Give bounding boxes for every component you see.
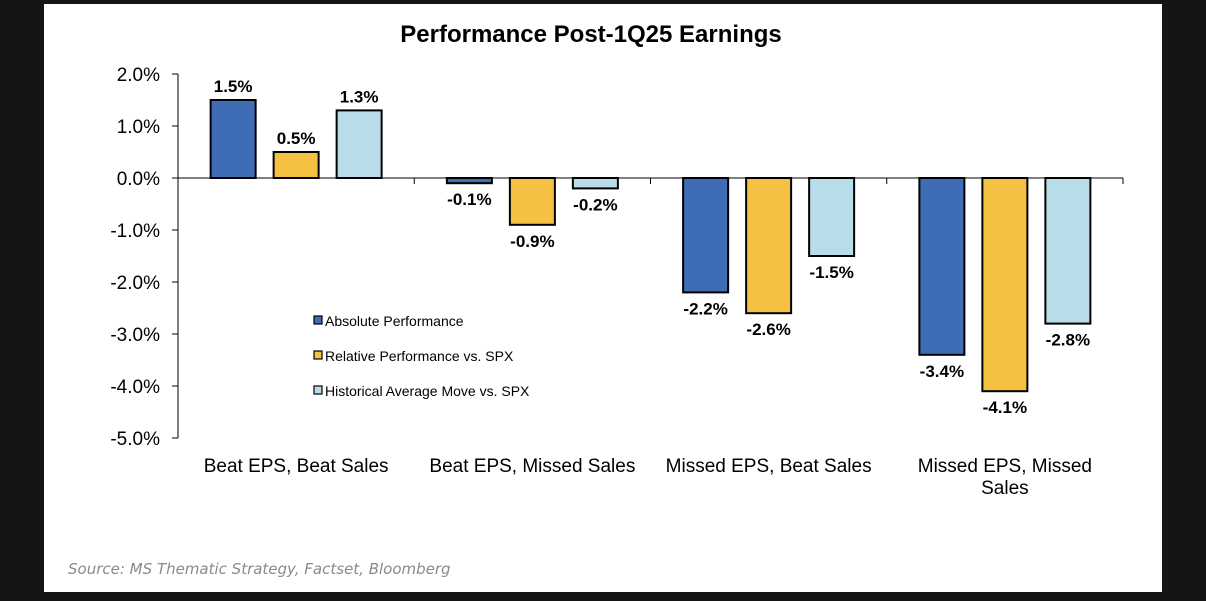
legend-swatch bbox=[313, 350, 323, 360]
x-category-line: Beat EPS, Beat Sales bbox=[204, 456, 389, 477]
bar bbox=[571, 177, 619, 190]
data-label: -3.4% bbox=[920, 362, 964, 381]
data-label: -2.6% bbox=[746, 320, 790, 339]
bar-chart: Performance Post-1Q25 Earnings 2.0% 1.0% 0… bbox=[110, 21, 1124, 499]
bar bbox=[508, 177, 556, 226]
data-label: 1.3% bbox=[340, 87, 379, 106]
legend-swatch bbox=[313, 315, 323, 325]
data-label: 0.5% bbox=[277, 129, 316, 148]
y-tick-label: -3.0% bbox=[110, 325, 160, 346]
legend-label: Historical Average Move vs. SPX bbox=[325, 383, 530, 399]
legend-label: Absolute Performance bbox=[325, 313, 464, 329]
legend-swatch bbox=[313, 385, 323, 395]
x-category-label: Beat EPS, Missed Sales bbox=[429, 456, 635, 477]
chart-title: Performance Post-1Q25 Earnings bbox=[400, 21, 781, 48]
bar bbox=[209, 99, 257, 179]
bar bbox=[808, 177, 856, 257]
data-label: -2.8% bbox=[1046, 331, 1090, 350]
bar bbox=[335, 109, 383, 179]
y-tick-label: -2.0% bbox=[110, 273, 160, 294]
x-category-line: Beat EPS, Missed Sales bbox=[429, 456, 635, 477]
y-tick-label: 1.0% bbox=[117, 117, 160, 138]
x-axis: Beat EPS, Beat Sales Beat EPS, Missed Sal… bbox=[178, 177, 1124, 499]
y-tick-label: 2.0% bbox=[117, 65, 160, 86]
y-tick-label: -1.0% bbox=[110, 221, 160, 242]
x-category-label: Missed EPS, Beat Sales bbox=[666, 456, 872, 477]
bar bbox=[745, 177, 793, 315]
data-label: -4.1% bbox=[983, 398, 1027, 417]
x-category-line: Missed EPS, Missed bbox=[918, 456, 1092, 477]
x-category-line: Sales bbox=[981, 478, 1029, 499]
y-tick-label: -5.0% bbox=[110, 429, 160, 450]
data-label: -0.9% bbox=[510, 232, 554, 251]
y-tick-label: 0.0% bbox=[117, 169, 160, 190]
legend-label: Relative Performance vs. SPX bbox=[325, 348, 514, 364]
bar bbox=[445, 177, 493, 185]
bars: 1.5% -0.1% -2.2% -3.4% 0.5% -0.9% -2.6% -4.1% 1.… bbox=[209, 77, 1092, 417]
data-label: -1.5% bbox=[809, 263, 853, 282]
bar bbox=[272, 151, 320, 179]
x-category-line: Missed EPS, Beat Sales bbox=[666, 456, 872, 477]
bar bbox=[1044, 177, 1092, 325]
y-axis: 2.0% 1.0% 0.0% -1.0% -2.0% -3.0% -4.0% -5.0% bbox=[110, 65, 179, 450]
data-label: -0.2% bbox=[573, 195, 617, 214]
bar bbox=[918, 177, 966, 356]
data-label: -0.1% bbox=[447, 190, 491, 209]
data-label: -2.2% bbox=[683, 299, 727, 318]
source-note: Source: MS Thematic Strategy, Factset, B… bbox=[68, 560, 451, 578]
x-category-label: Beat EPS, Beat Sales bbox=[204, 456, 389, 477]
x-category-label: Missed EPS, Missed Sales bbox=[918, 456, 1092, 499]
chart-panel: Performance Post-1Q25 Earnings 2.0% 1.0% 0… bbox=[44, 4, 1162, 592]
bar bbox=[682, 177, 730, 294]
data-label: 1.5% bbox=[214, 77, 253, 96]
legend: Absolute Performance Relative Performance… bbox=[313, 313, 530, 399]
bar bbox=[981, 177, 1029, 393]
y-tick-label: -4.0% bbox=[110, 377, 160, 398]
